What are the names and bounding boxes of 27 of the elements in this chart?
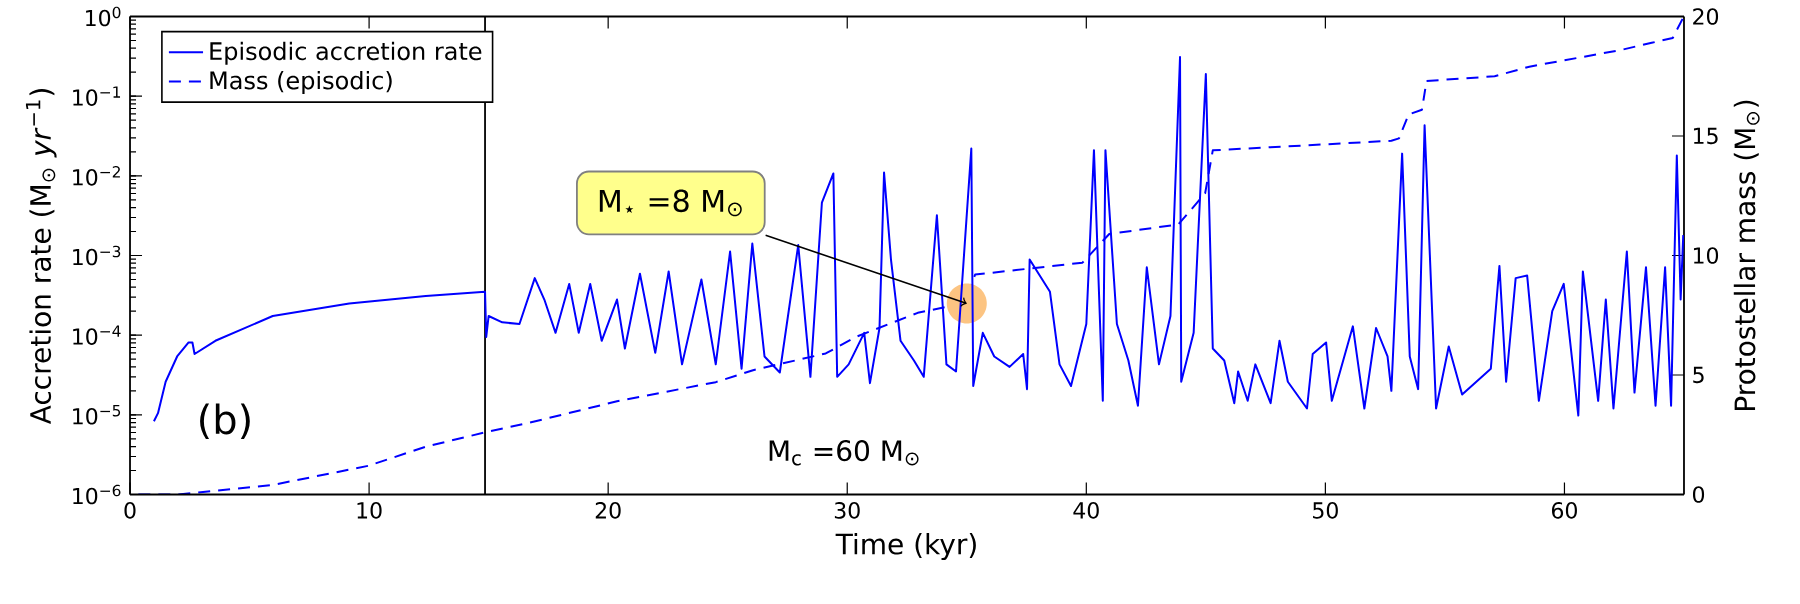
y2-tick-label: 10 <box>1693 246 1719 264</box>
y2-tick-label: 15 <box>1693 127 1718 144</box>
legend-label: Mass (episodic) <box>210 70 392 94</box>
x-tick-label: 10 <box>357 501 382 519</box>
y-tick-label: 10$^{−2}$ <box>73 165 120 186</box>
x-tick-label: 30 <box>834 501 860 519</box>
annotation: M$_{c}$ =60 M$_{⊙}$ <box>769 439 919 466</box>
annotation: (b) <box>200 403 250 439</box>
y-tick-label: 10$^{−5}$ <box>73 404 121 425</box>
y2-tick-label: 0 <box>1693 485 1705 503</box>
x-tick-label: 20 <box>595 501 621 519</box>
x-tick-label: 40 <box>1073 501 1099 519</box>
y-tick-label: 10$^{−1}$ <box>73 86 121 106</box>
legend-label: Episodic accretion rate <box>210 41 482 65</box>
y2-tick-label: 5 <box>1693 366 1704 383</box>
x-tick-label: 60 <box>1551 501 1577 519</box>
y-tick-label: 10$^{−6}$ <box>73 484 121 505</box>
y2-tick-label: 20 <box>1693 7 1719 25</box>
y-tick-label: 10$^{−3}$ <box>73 245 121 266</box>
x-axis-title: Time (kyr) <box>835 532 976 560</box>
y-tick-label: 10$^{−4}$ <box>73 325 121 345</box>
y-axis-title: Accretion rate (M$_{⊙}$ yr$^{−1}$) <box>25 88 57 424</box>
x-tick-label: 0 <box>124 501 136 519</box>
annotation: M$_{⋆}$ =8 M$_{⊙}$ <box>599 189 742 217</box>
y2-axis-title: Protostellar mass (M$_{⊙}$) <box>1733 100 1760 410</box>
x-tick-label: 50 <box>1313 501 1338 519</box>
y-tick-label: 10$^{0}$ <box>86 6 121 27</box>
